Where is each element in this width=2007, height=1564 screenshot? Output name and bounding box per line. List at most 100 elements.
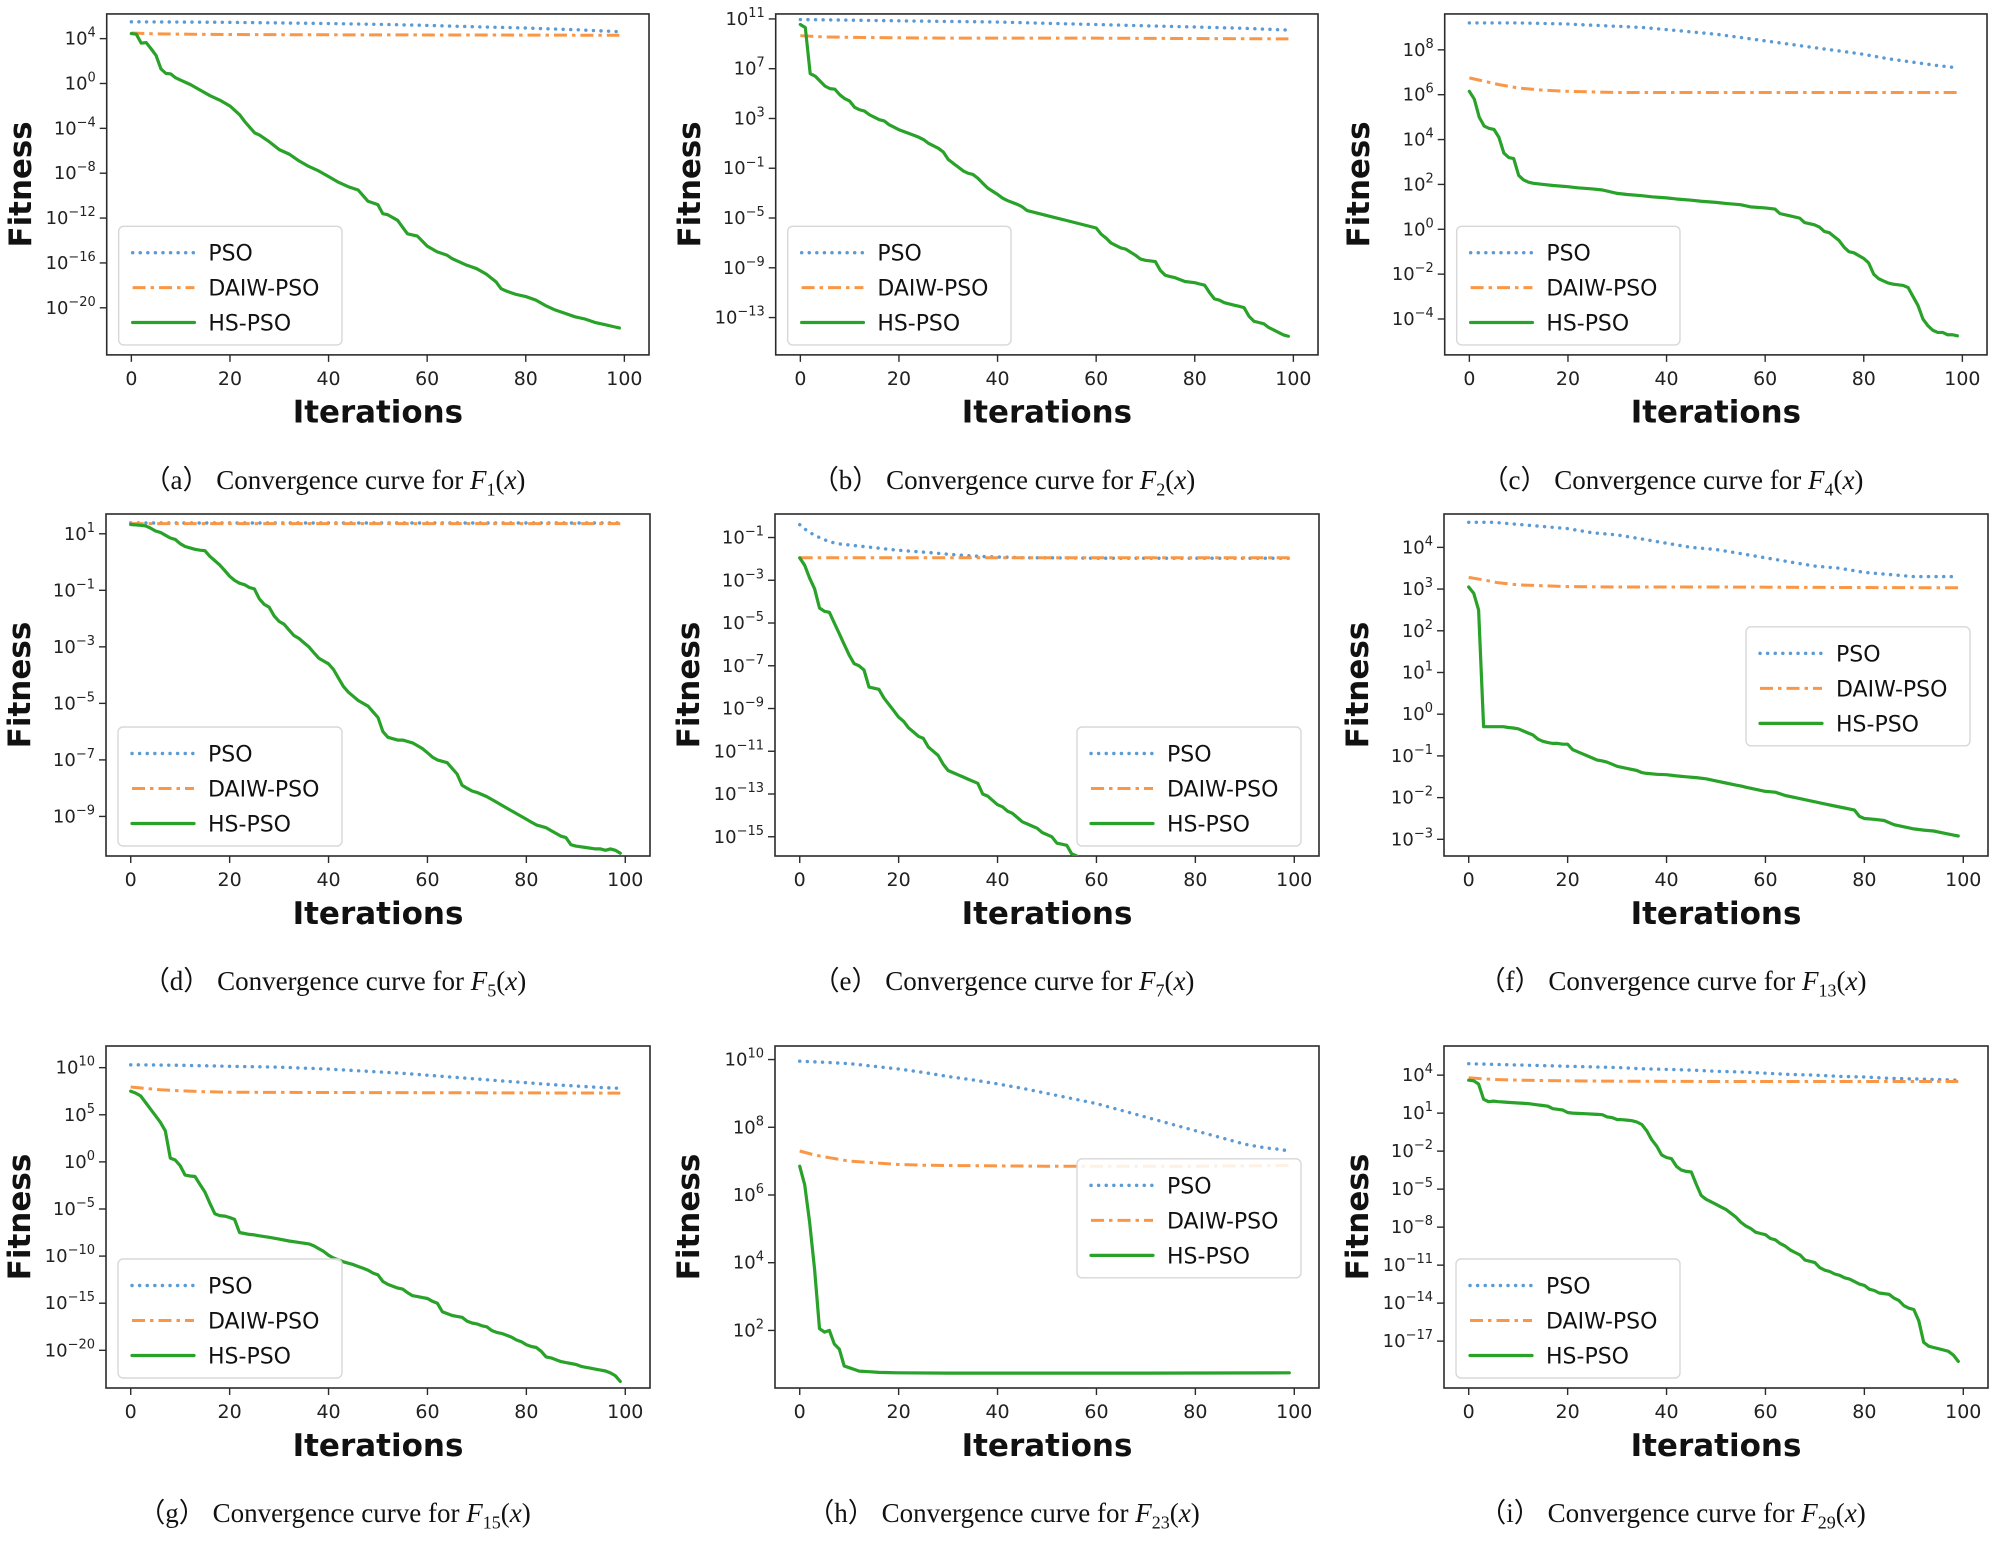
caption-function-formula: F2(x)	[1139, 464, 1196, 499]
legend-box	[117, 726, 343, 847]
x-tick-label: 80	[1183, 869, 1207, 891]
y-tick-label: 10−20	[46, 295, 96, 319]
axes-frame	[105, 13, 650, 356]
y-axis-ticks: 104 100 10−4 10−8 10−12 10−16 10−20	[46, 26, 107, 319]
legend-label: PSO	[1167, 743, 1212, 768]
y-tick-label: 101	[1402, 659, 1433, 683]
daiw-pso-line	[1468, 575, 1959, 590]
caption-index-label: （c）	[1481, 464, 1555, 495]
series-group	[1467, 21, 1960, 338]
x-tick-label: 20	[887, 368, 911, 390]
y-tick-label: 103	[734, 105, 765, 129]
y-tick-label: 1010	[56, 1055, 95, 1079]
axes-frame	[105, 1045, 651, 1389]
x-tick-label: 40	[1654, 1401, 1678, 1423]
caption-function-formula: F23(x)	[1135, 1498, 1200, 1533]
caption-text: Convergence curve for	[212, 1498, 467, 1528]
x-tick-label: 0	[125, 368, 137, 390]
y-tick-label: 100	[1402, 701, 1433, 725]
caption-index-label: （a）	[143, 464, 217, 495]
legend-box	[117, 225, 343, 346]
y-tick-label: 10−9	[722, 696, 764, 720]
pso-line	[1467, 21, 1960, 70]
y-tick-label: 105	[64, 1102, 95, 1126]
chart-canvas-i: 104 101 10−2 10−5 10−8 10−11 10−14 10−17 0 20 40 60…	[1340, 1045, 1989, 1464]
subplot-f: 104 103 102 101 100 10−1 10−2 10−3 0 20 40 60 80 100 I…	[1338, 500, 2007, 1032]
y-tick-label: 10−17	[1383, 1328, 1433, 1352]
x-axis-title: Iterations	[1631, 395, 1801, 431]
legend-label: HS-PSO	[877, 311, 960, 336]
subplot-a: 104 100 10−4 10−8 10−12 10−16 10−20 0 20 40 60 80 10…	[0, 0, 669, 500]
y-tick-label: 10−8	[54, 160, 96, 184]
caption-index-label: （d）	[142, 966, 218, 996]
y-tick-label: 10−5	[722, 610, 764, 634]
chart-caption-e: （e） Convergence curve for F7(x)	[813, 959, 1195, 1001]
x-tick-label: 100	[1945, 1401, 1981, 1423]
series-group	[129, 20, 622, 330]
y-axis-title: Fitness	[1340, 1154, 1376, 1281]
chart-canvas-a: 104 100 10−4 10−8 10−12 10−16 10−20 0 20 40 60 80 10…	[3, 13, 650, 431]
legend-label: DAIW-PSO	[208, 778, 319, 803]
hs-pso-line	[798, 1164, 1291, 1375]
daiw-pso-line	[1469, 76, 1958, 95]
x-tick-label: 80	[514, 869, 538, 891]
y-tick-label: 104	[1402, 1062, 1433, 1086]
x-tick-label: 80	[1852, 1401, 1876, 1423]
legend-h: PSO DAIW-PSO HS-PSO	[1076, 1158, 1302, 1279]
subplot-e: 10−1 10−3 10−5 10−7 10−9 10−11 10−13 10−15 0 20 40…	[669, 500, 1338, 1032]
x-tick-label: 60	[1753, 869, 1777, 891]
caption-text: Convergence curve for	[1548, 966, 1802, 996]
y-axis-ticks: 108 106 104 102 100 10−2 10−4	[1392, 37, 1445, 330]
pso-line	[129, 1063, 622, 1091]
legend-label: PSO	[877, 242, 921, 267]
subplot-c: 108 106 104 102 100 10−2 10−4 0 20 40 60 80 100 Itera…	[1338, 0, 2007, 500]
legend-label: HS-PSO	[208, 311, 291, 336]
y-axis-ticks: 1010 108 106 104 102	[725, 1047, 775, 1341]
axes-frame	[774, 13, 1319, 356]
legend-label: DAIW-PSO	[1836, 677, 1947, 702]
y-tick-label: 100	[1403, 216, 1434, 240]
x-tick-label: 40	[985, 1401, 1009, 1423]
y-tick-label: 10−5	[723, 205, 765, 229]
y-tick-label: 10−10	[45, 1243, 95, 1267]
legend-label: HS-PSO	[1546, 1345, 1629, 1370]
y-tick-label: 108	[1403, 37, 1434, 61]
y-tick-label: 10−1	[1391, 743, 1433, 767]
x-axis-title: Iterations	[1631, 896, 1802, 932]
daiw-pso-line	[130, 1085, 621, 1095]
legend-label: HS-PSO	[208, 1345, 291, 1370]
caption-text: Convergence curve for	[881, 1498, 1136, 1528]
caption-index-label: （h）	[807, 1498, 882, 1528]
series-group	[129, 1063, 622, 1383]
x-tick-label: 20	[887, 1401, 911, 1423]
legend-e: PSO DAIW-PSO HS-PSO	[1076, 726, 1302, 847]
caption-function-formula: F4(x)	[1807, 464, 1864, 499]
pso-line	[129, 20, 622, 34]
y-tick-label: 10−1	[53, 577, 95, 601]
x-axis-title: Iterations	[293, 896, 464, 932]
chart-caption-i: （i） Convergence curve for F29(x)	[1479, 1491, 1865, 1533]
subplot-i: 104 101 10−2 10−5 10−8 10−11 10−14 10−17 0 20 40 60…	[1338, 1032, 2007, 1564]
y-axis-title: Fitness	[671, 1154, 707, 1281]
y-tick-label: 10−16	[46, 250, 96, 274]
y-axis-ticks: 1011 107 103 10−1 10−5 10−9 10−13	[715, 6, 776, 329]
legend-label: DAIW-PSO	[1167, 1209, 1278, 1234]
x-tick-label: 100	[1944, 368, 1980, 390]
x-tick-label: 60	[1753, 368, 1777, 390]
caption-function-formula: F1(x)	[469, 464, 526, 499]
legend-box	[1076, 1158, 1302, 1279]
legend-d: PSO DAIW-PSO HS-PSO	[117, 726, 343, 847]
caption-function-formula: F15(x)	[466, 1498, 531, 1533]
y-tick-label: 10−15	[45, 1290, 95, 1314]
y-tick-label: 10−9	[53, 803, 95, 827]
legend-label: PSO	[1546, 1275, 1591, 1300]
x-tick-label: 100	[1275, 368, 1311, 390]
hs-pso-line	[129, 31, 622, 330]
y-axis-title: Fitness	[672, 121, 708, 247]
x-tick-label: 80	[1183, 368, 1207, 390]
caption-function-formula: F13(x)	[1801, 966, 1867, 1001]
x-tick-label: 80	[514, 1401, 538, 1423]
x-axis-title: Iterations	[962, 1428, 1133, 1464]
y-tick-label: 10−7	[722, 653, 764, 677]
